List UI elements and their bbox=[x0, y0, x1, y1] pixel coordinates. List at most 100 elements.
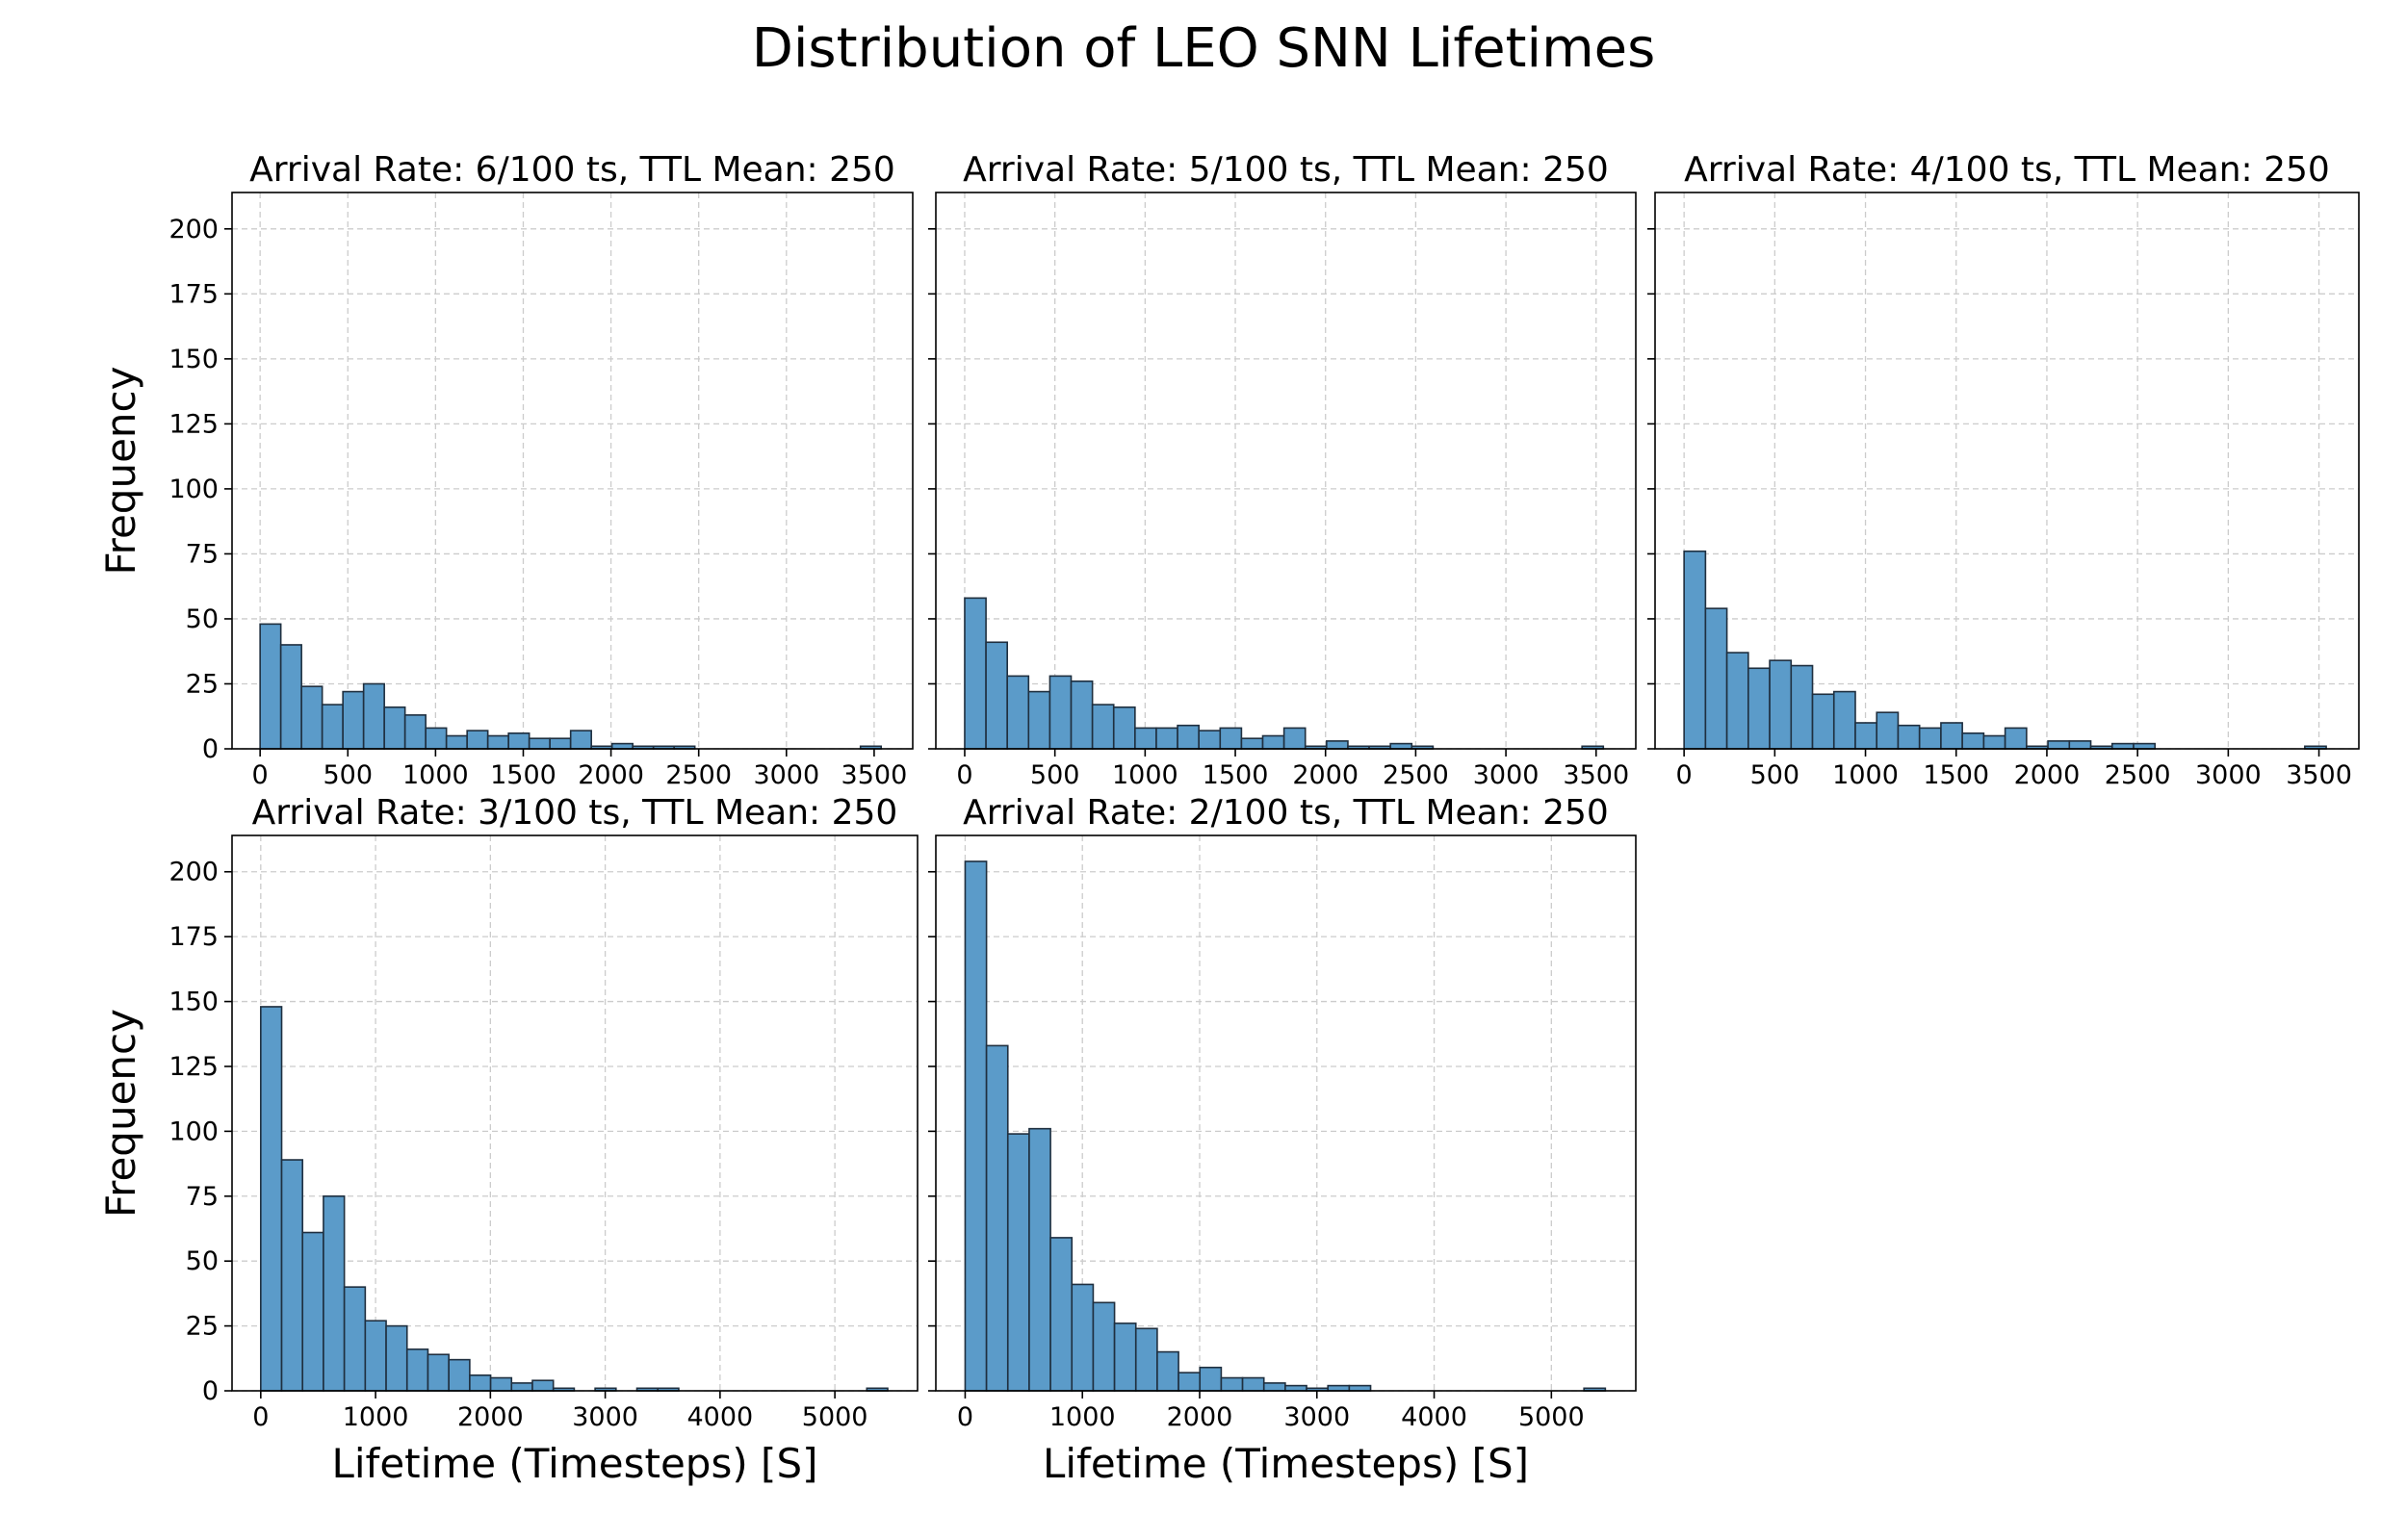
panel-3-bar bbox=[1920, 728, 1941, 749]
panel-1-bar bbox=[571, 731, 592, 749]
panel-4-x-tick-label: 5000 bbox=[802, 1402, 868, 1432]
panel-1-bar bbox=[323, 705, 344, 749]
panel-3-bar bbox=[1791, 666, 1812, 749]
panel-1-bar bbox=[612, 744, 634, 749]
panel-1-y-tick-label: 25 bbox=[186, 669, 219, 699]
panel-2-x-tick-label: 2000 bbox=[1292, 760, 1359, 790]
panel-1-bar bbox=[343, 692, 364, 749]
panel-1-x-tick-label: 2000 bbox=[578, 760, 644, 790]
panel-2-x-tick-label: 500 bbox=[1030, 760, 1080, 790]
panel-1-bar bbox=[384, 707, 405, 749]
panel-2-x-tick-label: 1500 bbox=[1203, 760, 1269, 790]
panel-4-y-tick-label: 25 bbox=[186, 1312, 219, 1342]
panel-3-bar bbox=[1834, 692, 1855, 749]
panel-4-bar bbox=[261, 1007, 282, 1391]
panel-1-bar bbox=[426, 728, 447, 749]
panel-3-x-tick-label: 1500 bbox=[1923, 760, 1989, 790]
panel-5-bar bbox=[1115, 1323, 1136, 1391]
panel-4-bar bbox=[324, 1196, 345, 1391]
panel-1-y-tick-label: 125 bbox=[168, 409, 219, 439]
panel-3-frame bbox=[1655, 192, 2359, 749]
panel-4-x-tick-label: 3000 bbox=[572, 1402, 638, 1432]
panel-2-x-tick-label: 3000 bbox=[1473, 760, 1540, 790]
panel-5-title: Arrival Rate: 2/100 ts, TTL Mean: 250 bbox=[963, 793, 1609, 833]
panel-3-bar bbox=[1813, 694, 1834, 749]
panel-3-bar bbox=[1962, 733, 1983, 749]
panel-3-title: Arrival Rate: 4/100 ts, TTL Mean: 250 bbox=[1684, 150, 2330, 190]
panel-4-bar bbox=[449, 1360, 470, 1391]
panel-5-bar bbox=[1221, 1378, 1242, 1391]
panel-4-y-tick-label: 0 bbox=[202, 1376, 219, 1406]
panel-4-bar bbox=[386, 1326, 407, 1391]
panel-3-x-tick-label: 0 bbox=[1676, 760, 1693, 790]
panel-4-x-tick-label: 0 bbox=[252, 1402, 269, 1432]
panel-4-x-tick-label: 1000 bbox=[343, 1402, 409, 1432]
panel-2-bar bbox=[1028, 692, 1049, 749]
panel-1-y-axis-label: Frequency bbox=[97, 367, 144, 576]
panel-3-bar bbox=[2006, 728, 2027, 749]
panel-3-bar bbox=[2134, 744, 2155, 749]
panel-1-x-tick-label: 3000 bbox=[753, 760, 819, 790]
panel-5-bar bbox=[1029, 1129, 1050, 1391]
panel-4-bar bbox=[282, 1160, 303, 1391]
panel-5-bar bbox=[1243, 1378, 1264, 1391]
panel-1-bar bbox=[508, 733, 530, 749]
panel-3-x-tick-label: 2500 bbox=[2105, 760, 2171, 790]
panel-5-bar bbox=[1136, 1328, 1157, 1391]
panel-1-y-tick-label: 200 bbox=[168, 215, 219, 244]
panel-3-x-tick-label: 500 bbox=[1750, 760, 1800, 790]
panel-5-bar bbox=[965, 861, 986, 1391]
panel-4-x-tick-label: 4000 bbox=[687, 1402, 754, 1432]
panel-1-bar bbox=[301, 686, 323, 749]
panel-1-y-tick-label: 75 bbox=[186, 539, 219, 569]
panel-2-bar bbox=[1072, 681, 1093, 749]
panel-5-x-tick-label: 3000 bbox=[1283, 1402, 1350, 1432]
panel-5-bar bbox=[1050, 1238, 1072, 1391]
panel-1-x-tick-label: 1000 bbox=[402, 760, 469, 790]
panel-5-bar bbox=[1264, 1383, 1285, 1391]
panel-2-bar bbox=[986, 642, 1007, 749]
panel-4-y-tick-label: 175 bbox=[168, 922, 219, 952]
panel-4-x-axis-label: Lifetime (Timesteps) [S] bbox=[331, 1440, 817, 1487]
panel-5-bar bbox=[1349, 1386, 1370, 1391]
panel-3-x-tick-label: 2000 bbox=[2014, 760, 2081, 790]
panel-1-y-tick-label: 150 bbox=[168, 345, 219, 374]
panel-4-bar bbox=[532, 1380, 554, 1391]
panel-5-bar bbox=[1093, 1302, 1114, 1391]
panel-4-title: Arrival Rate: 3/100 ts, TTL Mean: 250 bbox=[252, 793, 898, 833]
panel-1-y-tick-label: 50 bbox=[186, 604, 219, 634]
panel-2-bar bbox=[1093, 705, 1114, 749]
panel-1-bar bbox=[488, 735, 509, 749]
panel-5-x-tick-label: 2000 bbox=[1167, 1402, 1233, 1432]
panel-2-bar bbox=[1263, 735, 1284, 749]
panel-5-x-axis-label: Lifetime (Timesteps) [S] bbox=[1043, 1440, 1529, 1487]
panel-2-x-tick-label: 0 bbox=[956, 760, 972, 790]
panel-4-y-tick-label: 50 bbox=[186, 1246, 219, 1276]
panel-3-bar bbox=[1983, 735, 2005, 749]
panel-1-x-tick-label: 3500 bbox=[841, 760, 908, 790]
panel-4-bar bbox=[302, 1233, 324, 1391]
panel-5-bar bbox=[1328, 1386, 1349, 1391]
panel-2-bar bbox=[1178, 726, 1199, 749]
panel-4-x-tick-label: 2000 bbox=[457, 1402, 524, 1432]
panel-2-x-tick-label: 2500 bbox=[1383, 760, 1449, 790]
panel-4-y-tick-label: 75 bbox=[186, 1182, 219, 1212]
panel-2-frame bbox=[936, 192, 1636, 749]
panel-5-bar bbox=[1285, 1386, 1307, 1391]
panel-3-bar bbox=[1684, 552, 1705, 749]
panel-3-bar bbox=[1748, 668, 1770, 749]
panel-1-bar bbox=[447, 735, 468, 749]
panel-2-x-tick-label: 1000 bbox=[1112, 760, 1178, 790]
panel-4-y-tick-label: 200 bbox=[168, 858, 219, 887]
panel-1-frame bbox=[232, 192, 913, 749]
panel-5-bar bbox=[1157, 1352, 1178, 1391]
panel-2-bar bbox=[1135, 728, 1156, 749]
panel-5-bar bbox=[1072, 1284, 1093, 1391]
panel-3-bar bbox=[2048, 741, 2069, 749]
panel-4-bar bbox=[365, 1321, 386, 1391]
panel-4-y-axis-label: Frequency bbox=[97, 1009, 144, 1218]
panel-4-bar bbox=[427, 1354, 449, 1391]
panel-5-bar bbox=[1200, 1368, 1221, 1391]
panel-3-bar bbox=[2069, 741, 2090, 749]
panel-2-bar bbox=[1390, 744, 1411, 749]
